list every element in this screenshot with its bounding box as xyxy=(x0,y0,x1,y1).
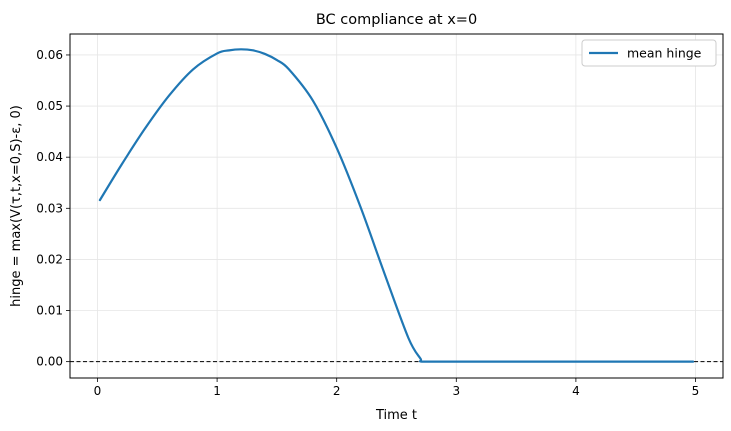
y-axis: 0.00 0.01 0.02 0.03 0.04 0.05 0.06 xyxy=(36,48,70,369)
x-tick-label: 2 xyxy=(333,384,341,398)
y-tick-label: 0.04 xyxy=(36,150,63,164)
series-layer xyxy=(98,48,695,363)
x-axis: 0 1 2 3 4 5 xyxy=(94,378,700,398)
x-tick-label: 5 xyxy=(692,384,700,398)
y-tick-label: 0.00 xyxy=(36,355,63,369)
y-tick-label: 0.03 xyxy=(36,201,63,215)
x-tick-label: 0 xyxy=(94,384,102,398)
y-tick-label: 0.06 xyxy=(36,48,63,62)
legend-label: mean hinge xyxy=(627,46,702,61)
y-axis-title: hinge = max(V(τ,t,x=0,S)-ε, 0) xyxy=(9,105,24,307)
x-tick-label: 1 xyxy=(213,384,221,398)
plot-frame xyxy=(69,33,724,379)
y-tick-label: 0.02 xyxy=(36,252,63,266)
legend-box xyxy=(581,39,717,67)
x-tick-label: 4 xyxy=(572,384,580,398)
y-tick-label: 0.05 xyxy=(36,99,63,113)
legend: mean hinge xyxy=(581,39,717,67)
chart-title: BC compliance at x=0 xyxy=(316,12,477,28)
series-line-mean-hinge xyxy=(98,48,695,363)
x-tick-label: 3 xyxy=(452,384,460,398)
x-axis-title: Time t xyxy=(375,408,417,423)
y-tick-label: 0.01 xyxy=(36,304,63,318)
